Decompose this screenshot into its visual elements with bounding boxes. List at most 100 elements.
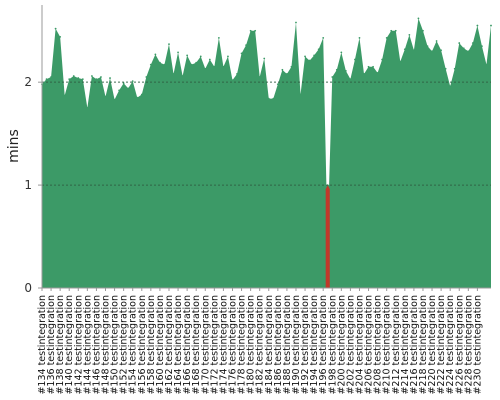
x-tick-labels: #134 testintegration#136 testintegration… (37, 288, 483, 395)
data-point-build-142 (77, 77, 80, 79)
data-point-build-190 (295, 21, 297, 24)
data-point-build-228 (467, 50, 470, 53)
data-point-build-193 (308, 59, 311, 62)
x-tick-label: #148 testintegration (100, 295, 111, 395)
data-point-build-185 (272, 97, 275, 100)
x-tick-label: #158 testintegration (146, 295, 157, 395)
x-tick-label: #180 testintegration (246, 295, 257, 395)
data-point-build-168 (195, 61, 198, 64)
data-point-build-153 (127, 87, 130, 90)
data-point-build-183 (263, 57, 266, 60)
data-point-build-141 (72, 75, 75, 77)
data-point-build-225 (453, 67, 456, 70)
data-point-build-161 (163, 63, 166, 66)
data-point-build-174 (222, 65, 225, 68)
axes (41, 5, 491, 289)
data-point-build-139 (63, 94, 66, 97)
data-point-build-165 (181, 75, 184, 77)
data-point-build-143 (81, 78, 84, 80)
x-tick-label: #140 testintegration (64, 295, 75, 395)
x-tick-label: #206 testintegration (364, 295, 375, 395)
data-point-build-182 (258, 76, 261, 78)
data-point-build-205 (363, 73, 365, 75)
x-tick-label: #168 testintegration (191, 295, 202, 395)
data-point-build-230 (476, 24, 479, 27)
data-point-build-162 (168, 43, 170, 46)
data-point-build-157 (145, 76, 148, 78)
data-point-build-227 (462, 47, 465, 50)
x-tick-label: #210 testintegration (382, 295, 393, 395)
data-point-build-152 (122, 82, 125, 85)
x-tick-label: #156 testintegration (137, 295, 148, 395)
x-tick-label: #164 testintegration (173, 295, 184, 395)
data-point-build-212 (394, 29, 397, 32)
data-point-build-181 (254, 29, 257, 32)
data-point-build-203 (354, 58, 356, 61)
x-tick-label: #182 testintegration (255, 295, 266, 395)
x-tick-label: #154 testintegration (128, 295, 139, 395)
data-point-build-148 (104, 95, 107, 98)
data-point-build-198 (331, 76, 334, 78)
data-point-build-164 (177, 51, 179, 54)
data-point-build-202 (349, 78, 352, 80)
data-point-build-150 (113, 98, 116, 101)
data-point-build-217 (417, 17, 420, 20)
x-tick-label: #136 testintegration (46, 295, 57, 395)
x-tick-label: #172 testintegration (209, 295, 220, 395)
series-area (42, 18, 491, 289)
x-tick-label: #226 testintegration (454, 295, 465, 395)
y-tick-label: 2 (24, 75, 32, 89)
x-tick-label: #198 testintegration (327, 295, 338, 395)
x-tick-label: #222 testintegration (436, 295, 447, 395)
y-tick-label: 0 (24, 281, 32, 295)
data-point-build-199 (335, 68, 338, 71)
x-tick-label: #186 testintegration (273, 295, 284, 395)
failed-build-bar (325, 185, 330, 288)
data-point-build-229 (471, 42, 474, 44)
data-point-build-211 (390, 29, 393, 32)
data-point-build-169 (199, 55, 202, 58)
x-tick-label: #228 testintegration (463, 295, 474, 395)
x-tick-label: #212 testintegration (391, 295, 402, 395)
data-point-build-220 (431, 50, 433, 53)
data-point-build-213 (399, 60, 402, 63)
data-point-build-144 (86, 107, 89, 109)
x-tick-label: #196 testintegration (318, 295, 329, 395)
x-tick-label: #190 testintegration (291, 295, 302, 395)
data-point-build-188 (286, 73, 288, 75)
data-point-build-171 (208, 58, 211, 61)
data-point-build-158 (149, 63, 152, 66)
data-point-build-175 (227, 55, 229, 58)
data-point-build-149 (109, 77, 111, 79)
data-point-build-219 (426, 45, 429, 48)
x-tick-label: #208 testintegration (373, 295, 384, 395)
data-point-build-146 (95, 78, 98, 80)
data-point-build-196 (322, 37, 325, 39)
data-point-build-186 (276, 83, 279, 86)
data-point-build-155 (136, 96, 139, 99)
data-point-build-214 (403, 48, 406, 51)
x-tick-label: #176 testintegration (227, 295, 238, 395)
data-point-build-172 (213, 65, 216, 68)
x-tick-label: #194 testintegration (309, 295, 320, 395)
data-point-build-194 (313, 54, 316, 57)
data-point-build-192 (304, 55, 306, 58)
data-point-build-137 (54, 27, 57, 30)
data-point-build-159 (154, 53, 157, 56)
x-tick-label: #218 testintegration (418, 295, 429, 395)
data-point-build-179 (245, 44, 247, 47)
x-tick-label: #224 testintegration (445, 295, 456, 395)
x-tick-label: #144 testintegration (82, 295, 93, 395)
data-point-build-191 (299, 93, 302, 96)
data-point-build-151 (118, 89, 121, 92)
data-point-build-163 (172, 73, 175, 75)
x-tick-label: #184 testintegration (264, 295, 275, 395)
data-point-build-135 (45, 78, 48, 80)
data-point-build-147 (100, 76, 102, 78)
data-point-build-173 (217, 37, 220, 39)
data-point-build-231 (481, 45, 483, 48)
data-point-build-156 (140, 93, 143, 96)
x-tick-label: #204 testintegration (354, 295, 365, 395)
x-tick-label: #178 testintegration (237, 295, 248, 395)
